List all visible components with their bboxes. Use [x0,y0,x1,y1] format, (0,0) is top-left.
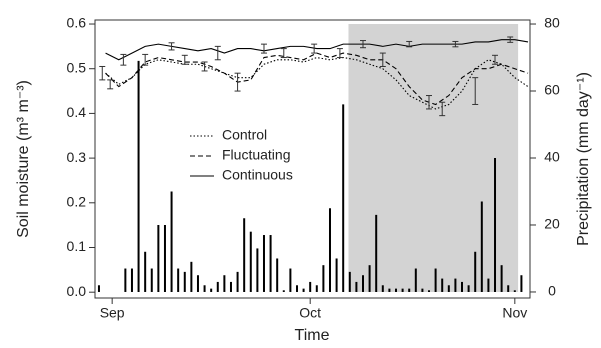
plot-frame [94,19,531,299]
y-tick-label: 0.3 [67,149,87,165]
y2-tick-label: 60 [544,82,560,98]
x-tick-label: Oct [299,305,321,321]
y2-tick-label: 40 [544,149,560,165]
legend-label: Continuous [222,167,293,183]
y2-axis-label: Precipitation (mm day⁻¹) [575,72,592,246]
x-tick-label: Sep [100,305,125,321]
y2-tick-label: 80 [544,15,560,31]
y-tick-label: 0.4 [67,104,87,120]
y-tick-label: 0.5 [67,59,87,75]
y-tick-label: 0.6 [67,15,87,31]
y-axis-label: Soil moisture (m³ m⁻³) [15,80,32,238]
y2-tick-label: 0 [548,283,556,299]
y-tick-label: 0.0 [67,283,87,299]
x-axis-label: Time [295,327,330,344]
y2-tick-label: 20 [544,216,560,232]
soil-line [105,39,529,61]
legend-label: Fluctuating [222,147,290,163]
x-tick-label: Nov [502,305,527,321]
y-tick-label: 0.1 [67,238,87,254]
legend-label: Control [222,127,267,143]
y-tick-label: 0.2 [67,194,87,210]
